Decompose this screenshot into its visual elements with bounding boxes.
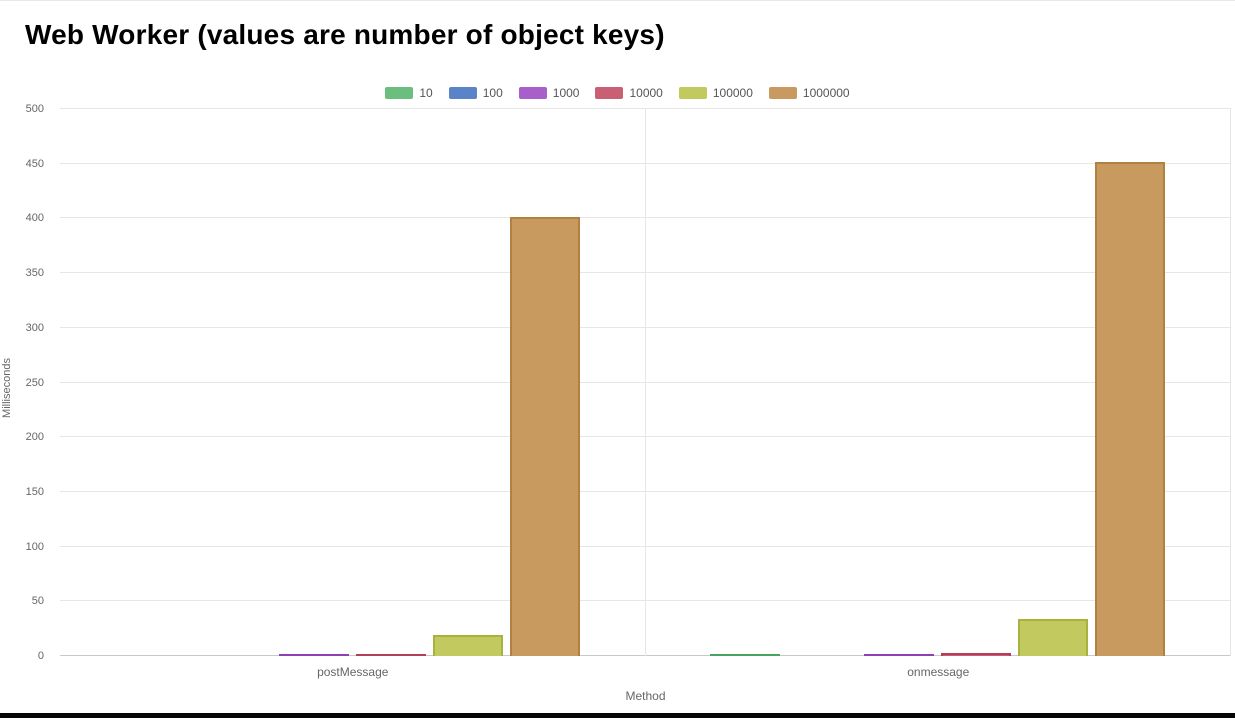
bar-onmessage-1000[interactable] xyxy=(864,654,935,656)
x-category-label-onmessage: onmessage xyxy=(907,665,970,679)
bar-groups xyxy=(60,109,1231,656)
bar-postMessage-1000000[interactable] xyxy=(509,217,580,656)
chart-title: Web Worker (values are number of object … xyxy=(25,19,665,50)
legend-label: 10 xyxy=(419,86,433,100)
y-tick-label: 50 xyxy=(31,595,44,608)
gridline xyxy=(60,436,1231,438)
legend-item-100000[interactable]: 100000 xyxy=(678,86,753,100)
legend-label: 1000 xyxy=(552,86,580,100)
y-tick-label: 0 xyxy=(37,650,44,662)
gridline xyxy=(60,162,1231,164)
bar-postMessage-100000[interactable] xyxy=(432,635,503,656)
x-axis-title: Method xyxy=(625,689,666,703)
bar-onmessage-10000[interactable] xyxy=(941,652,1012,656)
bar-onmessage-1000000[interactable] xyxy=(1095,161,1166,656)
y-tick-label: 450 xyxy=(25,157,44,170)
bottom-edge xyxy=(0,713,1235,718)
bar-onmessage-10[interactable] xyxy=(710,653,781,656)
legend-item-10000[interactable]: 10000 xyxy=(595,86,663,100)
bar-postMessage-1000[interactable] xyxy=(278,654,349,656)
legend-label: 1000000 xyxy=(802,86,850,100)
gridline xyxy=(60,600,1231,602)
y-tick-label: 350 xyxy=(25,267,44,280)
y-tick-label: 400 xyxy=(25,212,44,225)
y-tick-label: 300 xyxy=(25,321,44,334)
legend-item-100[interactable]: 100 xyxy=(448,86,503,100)
legend-swatch xyxy=(768,87,797,99)
gridline xyxy=(60,326,1231,328)
legend-item-1000000[interactable]: 1000000 xyxy=(768,86,850,100)
y-axis-ticks: 0 50 100 150 200 250 300 350 400 450 500 xyxy=(0,103,52,662)
y-tick-label: 500 xyxy=(25,103,44,115)
bar-group-postMessage xyxy=(60,109,646,656)
legend-label: 100 xyxy=(482,86,503,100)
legend-swatch xyxy=(385,87,414,99)
gridline xyxy=(60,490,1231,492)
gridline xyxy=(60,381,1231,383)
plot-area xyxy=(60,108,1231,656)
x-axis-labels: postMessage onmessage xyxy=(60,665,1231,679)
legend-swatch xyxy=(518,87,547,99)
bar-postMessage-10000[interactable] xyxy=(355,653,426,656)
legend-swatch xyxy=(678,87,707,99)
y-tick-label: 100 xyxy=(25,540,44,553)
bar-group-onmessage xyxy=(646,109,1231,656)
legend-item-10[interactable]: 10 xyxy=(385,86,433,100)
y-tick-label: 250 xyxy=(25,376,44,389)
legend: 10 100 1000 10000 100000 1000000 xyxy=(0,86,1235,100)
x-category-label-postMessage: postMessage xyxy=(317,665,389,679)
bar-onmessage-100000[interactable] xyxy=(1018,618,1089,656)
legend-swatch xyxy=(448,87,477,99)
y-tick-label: 200 xyxy=(25,431,44,444)
gridline xyxy=(60,217,1231,219)
legend-item-1000[interactable]: 1000 xyxy=(518,86,580,100)
gridline xyxy=(60,655,1231,656)
gridline xyxy=(60,272,1231,274)
gridline xyxy=(60,545,1231,547)
legend-label: 100000 xyxy=(712,86,753,100)
legend-label: 10000 xyxy=(629,86,663,100)
legend-swatch xyxy=(595,87,624,99)
y-tick-label: 150 xyxy=(25,485,44,498)
gridline xyxy=(60,108,1231,109)
